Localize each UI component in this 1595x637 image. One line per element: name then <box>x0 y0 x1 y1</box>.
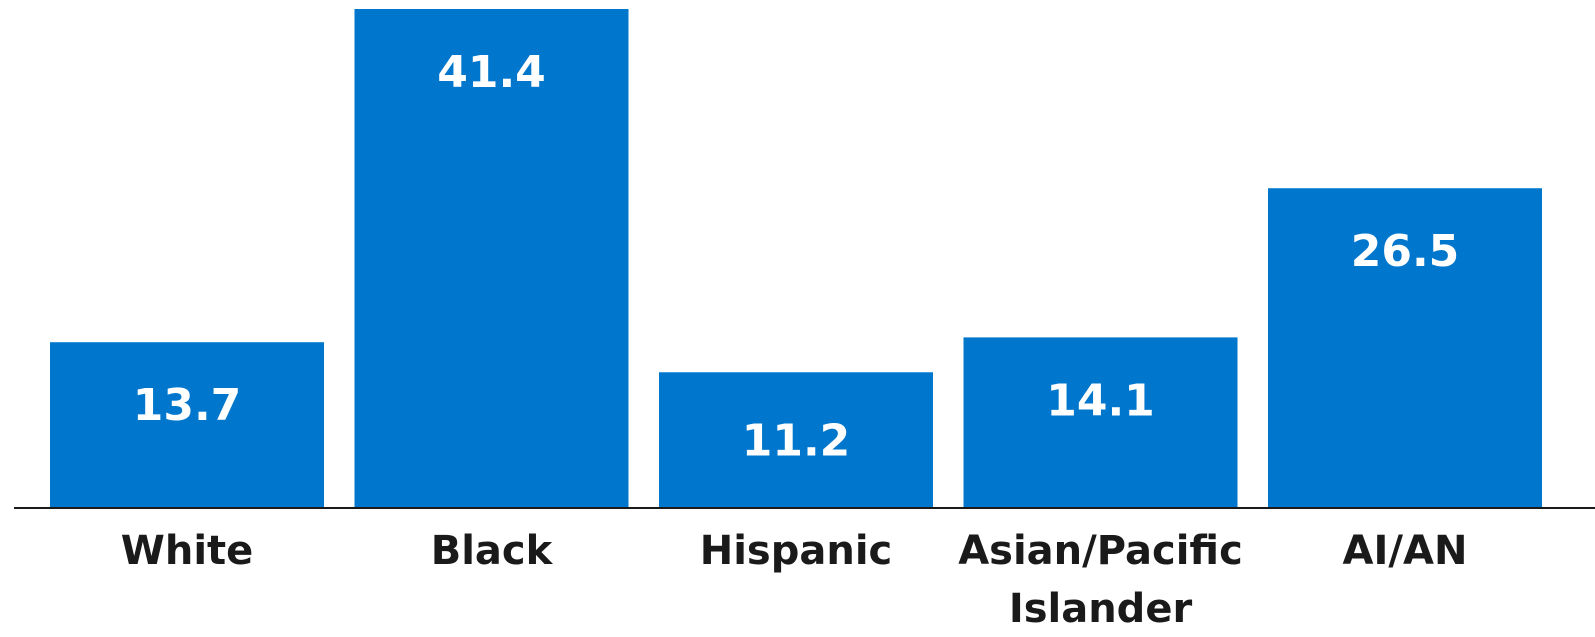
bar-1 <box>354 9 629 507</box>
category-label-4: AI/AN <box>1343 528 1468 574</box>
bar-4 <box>1268 188 1542 508</box>
bar-value-label-4: 26.5 <box>1351 226 1460 277</box>
bar-value-label-2: 11.2 <box>742 416 851 467</box>
category-label-0: White <box>121 528 254 574</box>
bar-value-label-1: 41.4 <box>437 47 546 98</box>
bar-2 <box>659 372 933 507</box>
category-labels-group: White Black Hispanic Asian/Pacific Islander A… <box>121 528 1468 632</box>
category-label-3-line-0: Asian/Pacific <box>958 528 1243 574</box>
category-label-2: Hispanic <box>700 528 893 574</box>
category-label-1: Black <box>431 528 554 574</box>
bar-value-label-3: 14.1 <box>1046 375 1155 426</box>
bar-3 <box>963 337 1238 507</box>
category-label-3-line-1: Islander <box>1009 586 1193 632</box>
bar-labels-group: 13.7 41.4 11.2 14.1 26.5 <box>133 47 1460 467</box>
bar-value-label-0: 13.7 <box>133 380 242 431</box>
bar-0 <box>50 342 324 507</box>
bars-group <box>50 9 1542 508</box>
